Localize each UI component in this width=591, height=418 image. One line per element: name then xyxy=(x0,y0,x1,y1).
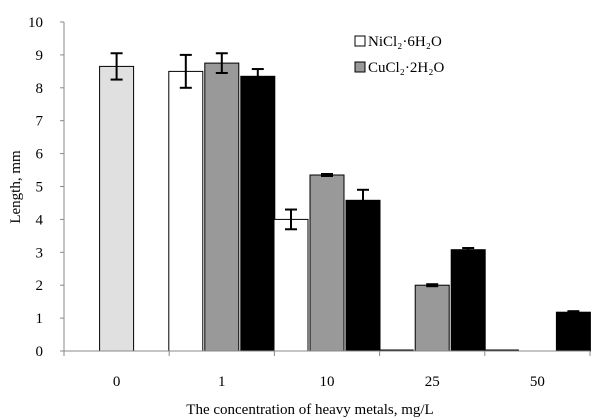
bar-series2-50 xyxy=(555,311,591,352)
x-axis-title: The concentration of heavy metals, mg/L xyxy=(186,402,433,418)
error-bar-series2-25 xyxy=(462,247,475,253)
x-tick-label-25: 25 xyxy=(425,374,440,390)
y-tick-label: 5 xyxy=(36,180,44,196)
y-tick-label: 7 xyxy=(36,114,44,130)
y-tick-label: 10 xyxy=(28,15,43,31)
bar-series2-25 xyxy=(450,249,486,352)
y-tick-label: 0 xyxy=(36,344,44,360)
y-tick-label: 2 xyxy=(36,278,44,294)
error-bar-series2-50 xyxy=(567,310,580,315)
legend-item-series1: CuCl₂·2H₂O xyxy=(354,60,444,76)
error-bars-layer xyxy=(110,52,580,315)
y-tick-label: 6 xyxy=(36,147,44,163)
y-tick-label: 1 xyxy=(36,311,44,327)
error-bar-series1-25 xyxy=(426,283,439,288)
bar-series1-25 xyxy=(414,284,450,352)
y-tick-label: 9 xyxy=(36,48,44,64)
error-bar-series2-10 xyxy=(357,188,369,212)
error-bar-series2-1 xyxy=(251,68,264,85)
error-bar-series0-1 xyxy=(179,53,192,89)
x-tick-label-1: 1 xyxy=(218,374,226,390)
bar-series0-1 xyxy=(168,70,204,352)
y-tick-label: 3 xyxy=(36,245,44,261)
legend-swatch xyxy=(354,35,366,47)
axes-layer: 0 1 2 3 4 5 6 7 8 9 10 0 1 10 25 50 xyxy=(28,15,591,390)
bar-series0-10 xyxy=(273,218,309,352)
x-tick-label-10: 10 xyxy=(320,374,335,390)
error-bar-series3-0 xyxy=(110,52,123,81)
legend-label: NiCl₂·6H₂O xyxy=(368,34,442,50)
bars-layer xyxy=(99,62,591,352)
bar-series2-10 xyxy=(345,199,381,352)
legend: NiCl₂·6H₂O CuCl₂·2H₂O xyxy=(354,34,444,76)
bar-series3-0 xyxy=(99,65,135,352)
y-axis-title: Length, mm xyxy=(8,150,24,224)
y-tick-label: 8 xyxy=(36,81,44,97)
x-tick-label-50: 50 xyxy=(530,374,545,390)
error-bar-series1-10 xyxy=(321,172,333,177)
bar-series1-10 xyxy=(309,174,345,352)
legend-swatch xyxy=(354,61,366,73)
legend-label: CuCl₂·2H₂O xyxy=(368,60,444,76)
legend-item-series0: NiCl₂·6H₂O xyxy=(354,34,442,50)
error-bar-series0-10 xyxy=(285,208,297,231)
bar-series2-1 xyxy=(240,75,276,352)
bar-series1-1 xyxy=(204,62,240,352)
x-tick-label-0: 0 xyxy=(113,374,121,390)
y-tick-label: 4 xyxy=(36,212,44,228)
error-bar-series1-1 xyxy=(215,52,228,74)
